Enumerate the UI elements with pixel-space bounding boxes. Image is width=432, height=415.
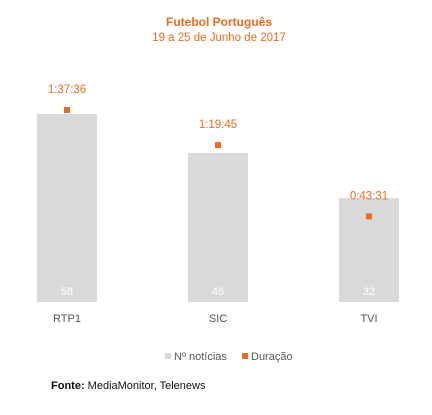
bar-rtp1 bbox=[37, 114, 97, 302]
category-label: TVI bbox=[360, 313, 377, 325]
source-text: MediaMonitor, Telenews bbox=[87, 380, 206, 392]
duration-marker bbox=[64, 107, 70, 113]
source-note: Fonte: MediaMonitor, Telenews bbox=[51, 380, 205, 392]
legend-swatch-noticias bbox=[165, 353, 171, 359]
bar-value-label: 32 bbox=[363, 286, 375, 298]
legend-label-noticias: Nº notícias bbox=[174, 351, 227, 363]
source-label: Fonte: bbox=[51, 380, 85, 392]
bar-value-label: 46 bbox=[212, 286, 224, 298]
chart-title: Futebol Português bbox=[166, 15, 272, 29]
bar-value-label: 58 bbox=[61, 286, 73, 298]
duration-marker bbox=[366, 213, 372, 220]
legend-label-duracao: Duração bbox=[251, 351, 293, 363]
legend-swatch-duracao bbox=[242, 353, 248, 359]
legend: Nº notícias Duração bbox=[165, 351, 293, 363]
duration-marker bbox=[215, 142, 221, 149]
duration-label: 1:19:45 bbox=[199, 119, 237, 131]
duration-label: 1:37:36 bbox=[48, 84, 86, 96]
chart-subtitle: 19 a 25 de Junho de 2017 bbox=[152, 32, 286, 44]
plot-area: 58 RTP1 1:37:36 46 SIC 1:19:45 32 TVI 0:43:31 bbox=[37, 84, 399, 325]
category-label: SIC bbox=[209, 313, 227, 325]
bar-sic bbox=[188, 152, 248, 302]
category-label: RTP1 bbox=[53, 313, 81, 325]
duration-label: 0:43:31 bbox=[350, 190, 388, 202]
